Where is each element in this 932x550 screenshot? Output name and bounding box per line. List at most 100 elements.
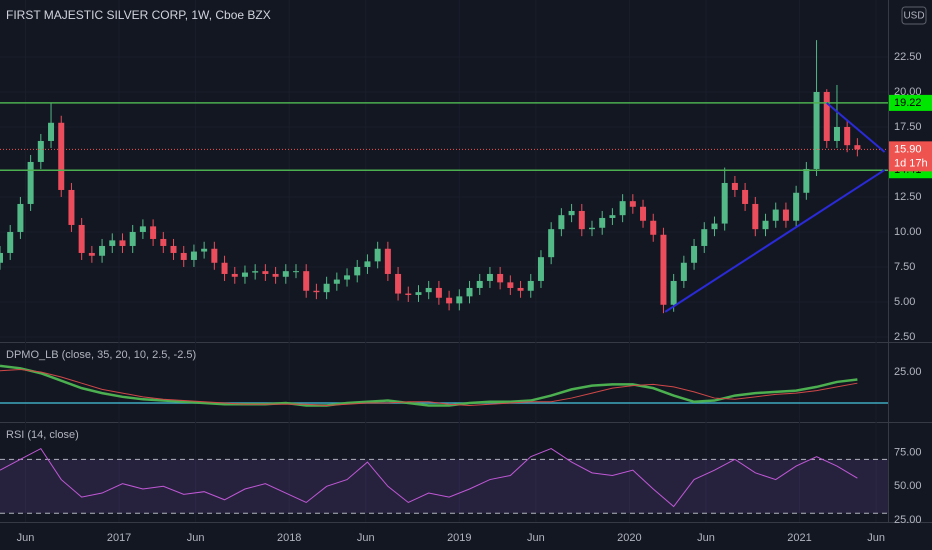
candle-body [68,189,75,225]
candle-body [558,215,565,230]
candle-body [813,91,820,169]
currency-button[interactable] [901,6,927,25]
chart-title: FIRST MAJESTIC SILVER CORP, 1W, Cboe BZX [6,8,271,22]
candle-body [537,257,544,281]
candle-body [323,283,330,293]
candle-body [282,271,289,277]
x-tick-label: 2021 [787,532,811,544]
candle-body [721,182,728,224]
level-label-box [889,94,932,111]
candle-body [711,223,718,230]
candle-body [88,252,95,256]
candle-body [211,248,218,263]
rsi-band [0,459,888,514]
candle-body [303,271,310,291]
candle-body [701,229,708,246]
candle-body [486,273,493,281]
candle-body [497,273,504,283]
x-tick-label: Jun [17,532,35,544]
x-tick-label: 2020 [617,532,641,544]
candle-body [833,126,840,141]
candle-body [344,275,351,280]
candle-body [384,248,391,274]
candle-body [129,231,136,246]
candle-body [139,226,146,232]
y-tick-label: 17.50 [894,121,922,133]
candle-body [629,201,636,207]
level-label: 19.22 [894,97,922,109]
x-tick-label: 2018 [277,532,301,544]
candle-body [37,140,44,162]
y-tick-label: 10.00 [894,226,922,238]
candle-body [589,227,595,230]
last-price-label: 15.90 [894,143,922,155]
candle-body [272,273,279,277]
candle-body [670,280,677,305]
candle-body [170,245,177,253]
candle-body [7,231,14,253]
currency: USD [903,11,924,22]
candle-body [27,161,34,204]
candle-body [527,280,534,291]
y-tick-label: 12.50 [894,191,922,203]
y-tick-label: 50.00 [894,480,922,492]
candle-body [772,209,779,221]
candle-body [568,210,575,216]
x-tick-label: Jun [357,532,375,544]
y-tick-label: 25.00 [894,366,922,378]
candle-body [313,290,320,293]
y-tick-label: 5.00 [894,296,915,308]
countdown-label: 1d 17h [894,157,928,169]
candle-body [58,122,65,190]
y-tick-label: 2.50 [894,331,915,343]
candle-body [466,287,473,297]
y-tick-label: 22.50 [894,51,922,63]
candle-body [119,240,126,246]
candle-body [293,271,299,273]
candle-body [731,182,738,190]
trendline [826,102,886,153]
candle-body [17,203,24,232]
candle-body [231,273,238,277]
candle-body [619,201,626,216]
candle-body [680,262,687,281]
candle-body [752,203,759,230]
candle-body [150,226,157,239]
candle-body [507,282,514,288]
candle-body [599,217,606,228]
candle-body [762,220,769,230]
candle-body [476,280,483,288]
candle-body [609,215,616,218]
candle-body [333,279,340,284]
candle-body [548,229,555,258]
candle-body [48,122,55,141]
candle-body [354,266,361,276]
y-tick-label: 20.00 [894,86,922,98]
candle-body [425,287,432,293]
candle-body [640,206,647,221]
series-line [0,364,858,407]
candle-body [78,224,85,253]
candle-body [160,238,167,246]
candle-body [190,251,197,260]
x-tick-label: 2019 [447,532,471,544]
candle-body [854,145,861,150]
candle-body [803,168,810,193]
candle-body [844,126,851,146]
candle-body [446,297,453,304]
candle-body [252,271,259,273]
x-tick-label: Jun [867,532,885,544]
candle-body [109,240,116,246]
candle-body [374,248,381,262]
candle-body [395,273,402,294]
x-tick-label: Jun [527,532,545,544]
y-tick-label: 25.00 [894,514,922,526]
candle-body [180,252,187,260]
last-price-box [889,141,932,172]
series-line [0,369,858,407]
candle-body [99,245,106,256]
candle-body [415,292,422,295]
series-line [0,447,858,508]
pane-title: DPMO_LB (close, 35, 20, 10, 2.5, -2.5) [6,349,196,361]
